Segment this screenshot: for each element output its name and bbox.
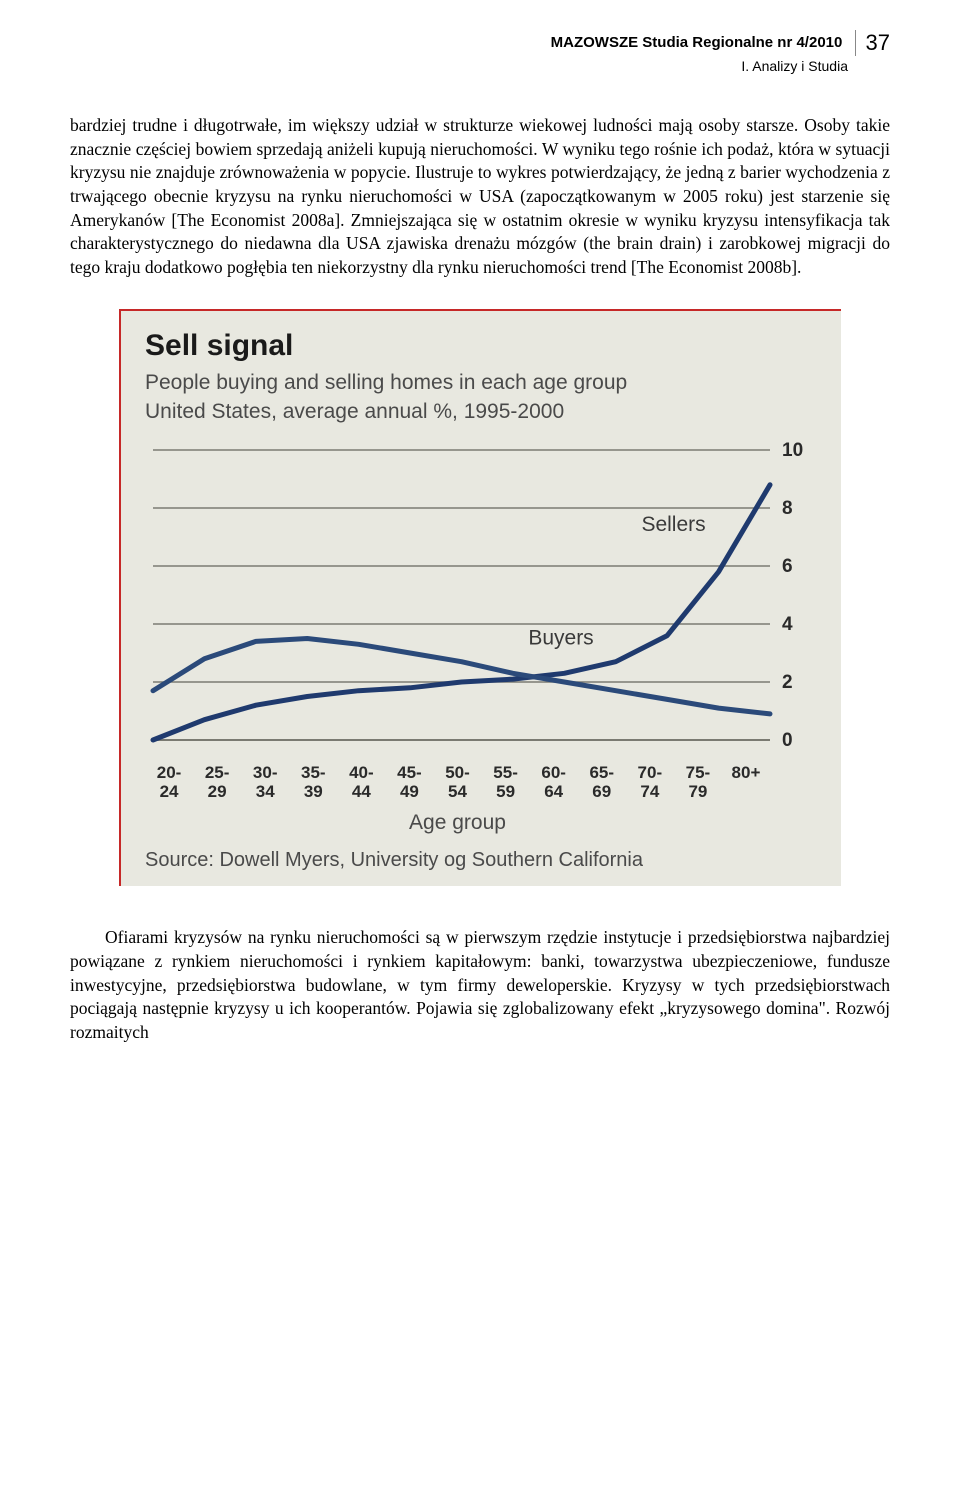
x-axis-labels: 20-2425-2930-3435-3940-4445-4950-5455-59… xyxy=(145,764,770,801)
x-tick-label: 30-34 xyxy=(241,764,289,801)
x-axis-title: Age group xyxy=(145,811,770,835)
svg-text:8: 8 xyxy=(782,498,793,519)
chart-subtitle-line2: United States, average annual %, 1995-20… xyxy=(145,400,564,423)
page-header: MAZOWSZE Studia Regionalne nr 4/2010 37 … xyxy=(70,30,890,74)
header-line-1: MAZOWSZE Studia Regionalne nr 4/2010 37 xyxy=(70,30,890,56)
svg-text:Buyers: Buyers xyxy=(528,626,593,649)
svg-text:4: 4 xyxy=(782,614,793,635)
chart-inner: Sell signal People buying and selling ho… xyxy=(121,311,841,886)
x-tick-label: 50-54 xyxy=(433,764,481,801)
x-tick-label: 35-39 xyxy=(289,764,337,801)
paragraph-1: bardziej trudne i długotrwałe, im większ… xyxy=(70,114,890,279)
chart-svg: 0 2 4 6 8 10 Sellers Buyers xyxy=(145,440,815,760)
svg-text:10: 10 xyxy=(782,440,803,461)
page-number: 37 xyxy=(855,30,890,56)
x-tick-label: 70-74 xyxy=(626,764,674,801)
chart-source: Source: Dowell Myers, University og Sout… xyxy=(145,849,817,872)
x-tick-label: 60-64 xyxy=(530,764,578,801)
svg-text:6: 6 xyxy=(782,556,793,577)
section-title: I. Analizy i Studia xyxy=(70,58,890,74)
x-tick-label: 45-49 xyxy=(385,764,433,801)
x-tick-label: 75-79 xyxy=(674,764,722,801)
svg-text:Sellers: Sellers xyxy=(641,513,705,536)
x-tick-label: 55-59 xyxy=(482,764,530,801)
chart-title: Sell signal xyxy=(145,329,817,363)
svg-text:0: 0 xyxy=(782,730,793,751)
x-tick-label: 20-24 xyxy=(145,764,193,801)
x-tick-label: 65-69 xyxy=(578,764,626,801)
paragraph-2: Ofiarami kryzysów na rynku nieruchomości… xyxy=(70,926,890,1044)
x-tick-label: 40-44 xyxy=(337,764,385,801)
chart-subtitle: People buying and selling homes in each … xyxy=(145,369,817,426)
journal-title: MAZOWSZE Studia Regionalne nr 4/2010 xyxy=(551,34,843,51)
plot-area: 0 2 4 6 8 10 Sellers Buyers xyxy=(145,440,815,760)
svg-text:2: 2 xyxy=(782,672,793,693)
page: MAZOWSZE Studia Regionalne nr 4/2010 37 … xyxy=(0,0,960,1085)
x-tick-label: 25-29 xyxy=(193,764,241,801)
x-tick-label: 80+ xyxy=(722,764,770,801)
chart-container: Sell signal People buying and selling ho… xyxy=(119,309,841,886)
chart-subtitle-line1: People buying and selling homes in each … xyxy=(145,371,627,394)
